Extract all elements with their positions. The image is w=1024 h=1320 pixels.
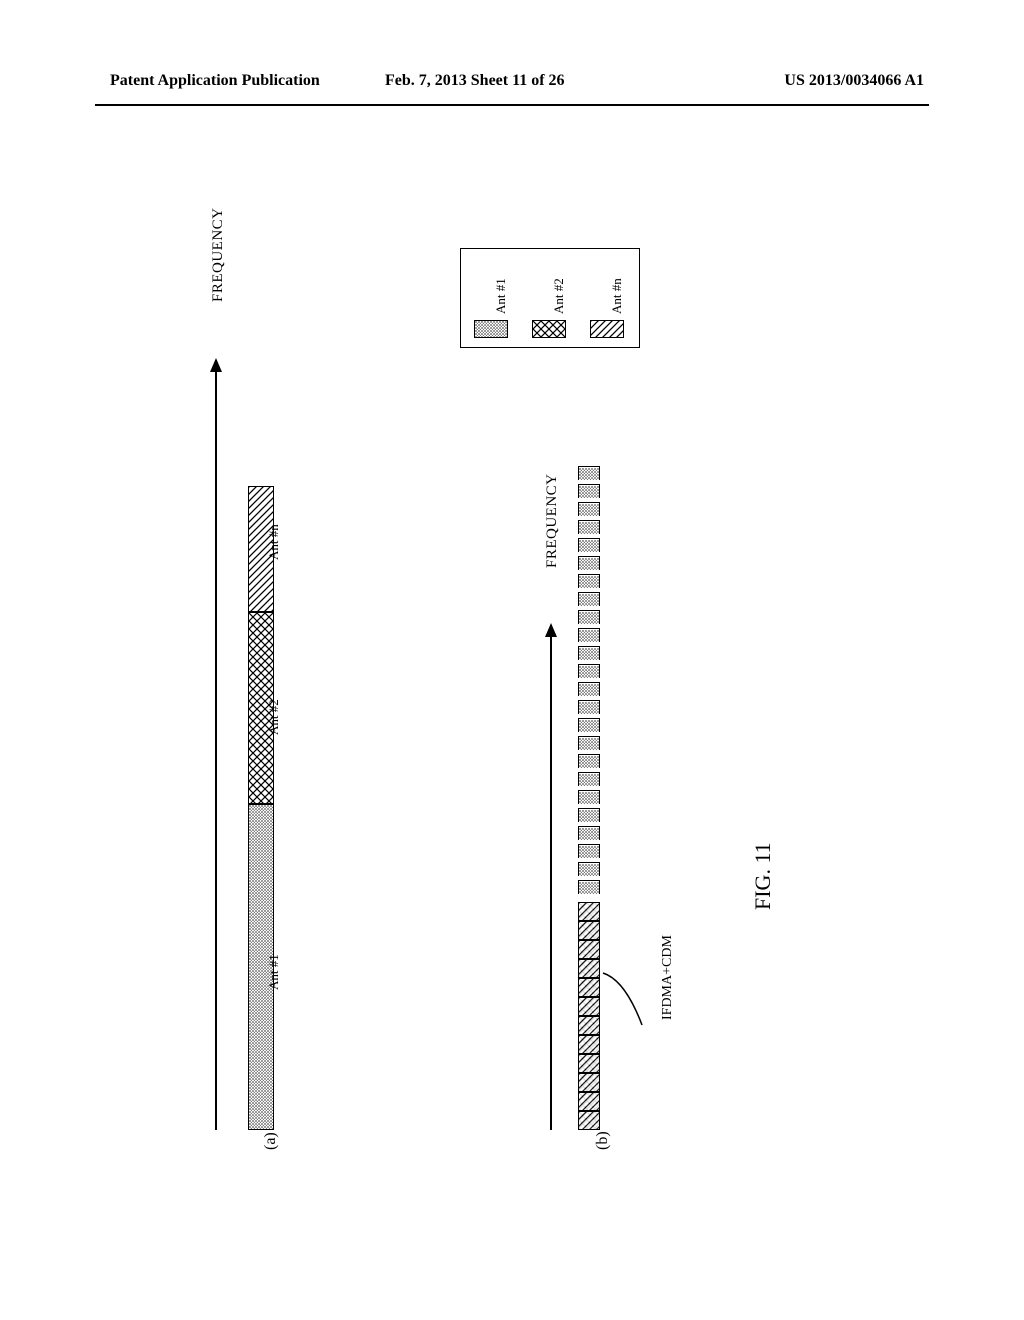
cdm-slot [578,959,600,978]
panel-a-axis-arrow [210,358,222,372]
figure-label: FIG. 11 [750,842,776,910]
legend-swatch-antn [590,320,624,338]
ifdma-slot [578,790,600,804]
cdm-slot [578,1016,600,1035]
panel-b-sublabel: (b) [594,1131,612,1150]
header-center: Feb. 7, 2013 Sheet 11 of 26 [385,72,565,90]
ifdma-slot [578,664,600,678]
ifdma-slots [578,462,600,894]
ifdma-slot [578,574,600,588]
figure-11: FREQUENCY (a) Ant #1 Ant #2 Ant #n FREQU… [190,190,860,1150]
ifdma-slot [578,592,600,606]
cdm-slot [578,1054,600,1073]
panel-b-axis-arrow [545,623,557,637]
ifdma-slot [578,538,600,552]
ifdma-slot [578,772,600,786]
header-rule [95,104,929,106]
ifdma-slot [578,754,600,768]
ifdma-slot [578,466,600,480]
ifdma-slot [578,862,600,876]
ifdma-slot [578,610,600,624]
cdm-slot [578,1092,600,1111]
cdm-slot [578,921,600,940]
ifdma-slot [578,808,600,822]
panel-a-label-ant2: Ant #2 [266,699,282,735]
cdm-slot [578,902,600,921]
ifdma-slot [578,736,600,750]
ifdma-callout-line [600,970,650,1040]
legend-label-antn: Ant #n [609,278,625,314]
panel-a-axis-label: FREQUENCY [210,207,227,302]
legend-swatch-ant1 [474,320,508,338]
panel-b-axis-label: FREQUENCY [544,473,561,568]
legend-label-ant2: Ant #2 [551,278,567,314]
ifdma-slot [578,628,600,642]
panel-a-sublabel: (a) [262,1132,280,1150]
cdm-slot [578,978,600,997]
ifdma-slot [578,718,600,732]
ifdma-slot [578,484,600,498]
ifdma-slot [578,880,600,894]
ifdma-slot [578,826,600,840]
cdm-slot [578,1111,600,1130]
cdm-slot [578,1035,600,1054]
cdm-slot [578,997,600,1016]
legend-swatch-ant2 [532,320,566,338]
ifdma-slot [578,556,600,570]
legend-label-ant1: Ant #1 [493,278,509,314]
cdm-slots [578,902,600,1130]
header-right: US 2013/0034066 A1 [784,72,924,90]
header-left: Patent Application Publication [110,72,320,90]
panel-b-axis [550,625,552,1130]
ifdma-slot [578,502,600,516]
ifdma-slot [578,520,600,534]
ifdma-slot [578,646,600,660]
ifdma-slot [578,700,600,714]
panel-a-axis [215,360,217,1130]
ifdma-cdm-label: IFDMA+CDM [660,935,676,1020]
cdm-slot [578,1073,600,1092]
panel-a-label-antn: Ant #n [266,524,282,560]
ifdma-slot [578,844,600,858]
panel-a-label-ant1: Ant #1 [266,954,282,990]
cdm-slot [578,940,600,959]
ifdma-slot [578,682,600,696]
